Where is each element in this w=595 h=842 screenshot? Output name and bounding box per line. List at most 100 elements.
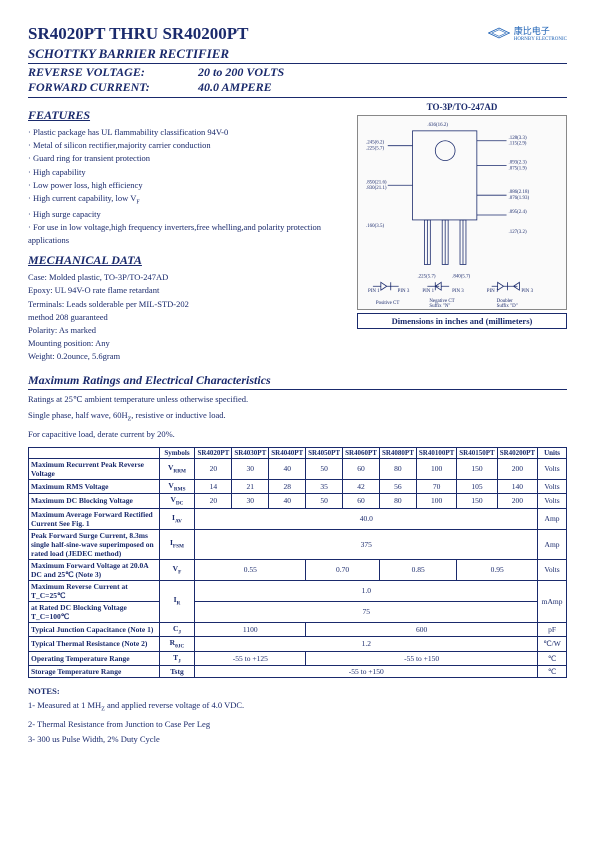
feature-item: High capability	[28, 166, 347, 179]
feature-item: High surge capacity	[28, 208, 347, 221]
doc-subtitle: SCHOTTKY BARRIER RECTIFIER	[28, 46, 248, 62]
value-cell: -55 to +150	[306, 651, 538, 666]
part-col: SR40150PT	[457, 447, 497, 458]
table-row: Maximum DC Blocking Voltage	[29, 494, 160, 509]
part-col: SR4030PT	[232, 447, 269, 458]
table-row: Maximum RMS Voltage	[29, 479, 160, 494]
symbol-cell: VRMS	[159, 479, 195, 494]
table-row: Operating Temperature Range	[29, 651, 160, 666]
unit-cell: pF	[538, 622, 567, 637]
symbol-cell: CJ	[159, 622, 195, 637]
rating-condition: Ratings at 25℃ ambient temperature unles…	[28, 393, 567, 406]
feature-item: For use in low voltage,high frequency in…	[28, 221, 347, 247]
value-cell: 150	[457, 494, 497, 509]
value-cell: -55 to +125	[195, 651, 306, 666]
value-cell: 0.85	[379, 559, 456, 580]
value-cell: 1.2	[195, 637, 538, 652]
notes-list: 1- Measured at 1 MHZ and applied reverse…	[28, 699, 567, 746]
mech-line: Mounting position: Any	[28, 337, 347, 350]
table-row: Storage Temperature Range	[29, 666, 160, 678]
value-cell: 42	[343, 479, 380, 494]
svg-text:.225(5.7): .225(5.7)	[417, 274, 435, 279]
value-cell: 150	[457, 458, 497, 479]
value-cell: 50	[306, 458, 343, 479]
value-cell: 1100	[195, 622, 306, 637]
mech-line: Polarity: As marked	[28, 324, 347, 337]
value-cell: 35	[306, 479, 343, 494]
value-cell: 21	[232, 479, 269, 494]
mech-line: Weight: 0.2ounce, 5.6gram	[28, 350, 347, 363]
unit-cell: ℃	[538, 666, 567, 678]
logo-diamond-icon	[488, 26, 510, 40]
symbol-cell: Tstg	[159, 666, 195, 678]
brand-en: HORNBY ELECTRONIC	[514, 37, 567, 42]
svg-text:.225(5.7): .225(5.7)	[366, 147, 384, 152]
part-col: SR4080PT	[379, 447, 416, 458]
table-row: at Rated DC Blocking Voltage T_C=100℃	[29, 601, 160, 622]
feature-item: High current capability, low VF	[28, 192, 347, 208]
symbol-cell: VF	[159, 559, 195, 580]
value-cell: 20	[195, 458, 232, 479]
unit-cell: mAmp	[538, 580, 567, 622]
svg-text:PIN 1: PIN 1	[422, 289, 434, 294]
value-cell: 50	[306, 494, 343, 509]
mech-line: Terminals: Leads solderable per MIL-STD-…	[28, 298, 347, 311]
table-row: Maximum Average Forward Rectified Curren…	[29, 508, 160, 529]
svg-text:.086(2.18): .086(2.18)	[509, 190, 530, 195]
svg-text:.160(3.5): .160(3.5)	[366, 224, 384, 229]
notes-heading: NOTES:	[28, 686, 567, 696]
value-cell: 200	[497, 494, 537, 509]
value-cell: -55 to +150	[195, 666, 538, 678]
value-cell: 0.55	[195, 559, 306, 580]
svg-text:PIN 3: PIN 3	[452, 289, 464, 294]
value-cell: 40	[269, 458, 306, 479]
symbol-cell: IR	[159, 580, 195, 622]
svg-text:.095(2.4): .095(2.4)	[509, 210, 527, 215]
mechanical-heading: MECHANICAL DATA	[28, 253, 347, 268]
mechanical-data: Case: Molded plastic, TO-3P/TO-247AD Epo…	[28, 271, 347, 363]
package-drawing: .245(6.2) .225(5.7) .850(21.6) .830(21.1…	[357, 115, 567, 310]
ratings-table: Symbols SR4020PT SR4030PT SR4040PT SR405…	[28, 447, 567, 679]
rating-condition: For capacitive load, derate current by 2…	[28, 428, 567, 441]
unit-cell: Volts	[538, 559, 567, 580]
symbol-cell: RθJC	[159, 637, 195, 652]
value-cell: 20	[195, 494, 232, 509]
feature-item: Low power loss, high efficiency	[28, 179, 347, 192]
part-col: SR4040PT	[269, 447, 306, 458]
value-cell: 60	[343, 494, 380, 509]
svg-text:Suffix "N": Suffix "N"	[429, 304, 450, 309]
value-cell: 1.0	[195, 580, 538, 601]
value-cell: 600	[306, 622, 538, 637]
table-row: Maximum Forward Voltage at 20.0A DC and …	[29, 559, 160, 580]
dimensions-caption: Dimensions in inches and (millimeters)	[357, 313, 567, 329]
value-cell: 0.70	[306, 559, 380, 580]
value-cell: 40	[269, 494, 306, 509]
value-cell: 75	[195, 601, 538, 622]
part-col: SR40100PT	[416, 447, 456, 458]
svg-text:.093(2.3): .093(2.3)	[509, 161, 527, 166]
doc-title: SR4020PT THRU SR40200PT	[28, 24, 248, 44]
symbol-cell: IFSM	[159, 529, 195, 559]
value-cell: 56	[379, 479, 416, 494]
svg-text:.127(3.2): .127(3.2)	[509, 230, 527, 235]
unit-cell: Amp	[538, 508, 567, 529]
svg-text:.245(6.2): .245(6.2)	[366, 141, 384, 146]
svg-text:.850(21.6): .850(21.6)	[366, 180, 387, 185]
svg-text:Suffix "D": Suffix "D"	[497, 304, 518, 309]
unit-cell: Volts	[538, 458, 567, 479]
value-cell: 0.95	[457, 559, 538, 580]
value-cell: 140	[497, 479, 537, 494]
part-col: SR4020PT	[195, 447, 232, 458]
part-col: SR40200PT	[497, 447, 537, 458]
reverse-voltage-label: REVERSE VOLTAGE:	[28, 65, 198, 80]
table-row: Maximum Reverse Current at T_C=25℃	[29, 580, 160, 601]
package-label: TO-3P/TO-247AD	[357, 102, 567, 112]
forward-current-value: 40.0 AMPERE	[198, 80, 272, 95]
svg-text:.115(2.9): .115(2.9)	[509, 142, 527, 147]
svg-text:.128(3.3): .128(3.3)	[509, 136, 527, 141]
unit-cell: Amp	[538, 529, 567, 559]
value-cell: 375	[195, 529, 538, 559]
value-cell: 200	[497, 458, 537, 479]
note-item: 1- Measured at 1 MHZ and applied reverse…	[28, 699, 567, 715]
symbol-cell: TJ	[159, 651, 195, 666]
